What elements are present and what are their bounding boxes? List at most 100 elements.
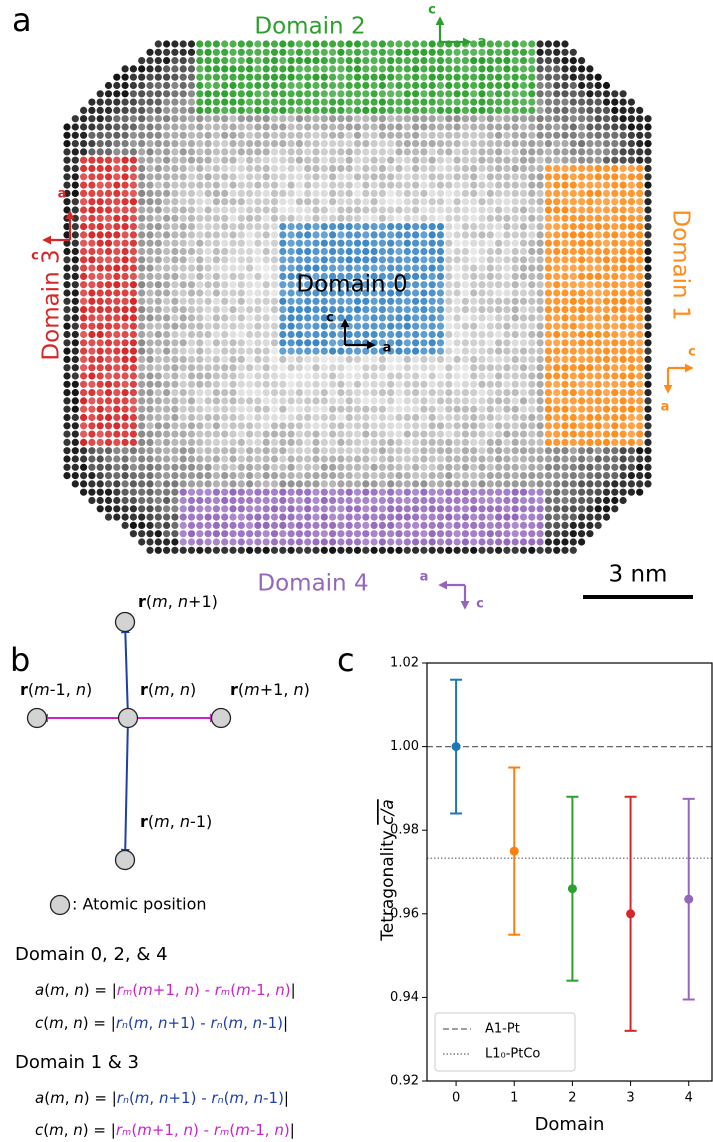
atom	[553, 173, 560, 180]
atom	[371, 547, 378, 554]
atom	[437, 90, 444, 97]
atom	[146, 265, 153, 272]
atom	[229, 538, 236, 545]
atom	[263, 248, 270, 255]
atom	[628, 306, 635, 313]
atom	[420, 323, 427, 330]
atom	[570, 497, 577, 504]
atom	[97, 331, 104, 338]
atom	[553, 364, 560, 371]
atom	[387, 49, 394, 56]
atom	[503, 65, 510, 72]
atom	[263, 99, 270, 106]
atom	[254, 364, 261, 371]
atom	[362, 538, 369, 545]
atom	[595, 497, 602, 504]
atom	[570, 298, 577, 305]
atom	[636, 148, 643, 155]
atom	[246, 99, 253, 106]
atom	[97, 381, 104, 388]
atom	[470, 240, 477, 247]
atom	[205, 298, 212, 305]
atom	[122, 65, 129, 72]
atom	[72, 464, 79, 471]
atom	[130, 115, 137, 122]
atom	[636, 215, 643, 222]
atom	[246, 422, 253, 429]
atom	[570, 505, 577, 512]
atom	[520, 381, 527, 388]
atom	[371, 165, 378, 172]
atom	[155, 74, 162, 81]
atom	[545, 115, 552, 122]
atom	[561, 314, 568, 321]
atom	[503, 447, 510, 454]
atom	[495, 173, 502, 180]
atom	[454, 173, 461, 180]
atom	[246, 530, 253, 537]
atom	[263, 190, 270, 197]
atom	[545, 289, 552, 296]
atom	[528, 372, 535, 379]
atom	[180, 115, 187, 122]
atom	[180, 40, 187, 47]
atom	[263, 198, 270, 205]
atom	[395, 82, 402, 89]
atom	[404, 306, 411, 313]
atom	[213, 248, 220, 255]
atom	[362, 331, 369, 338]
atom	[97, 107, 104, 114]
atom	[412, 123, 419, 130]
atom	[595, 223, 602, 230]
atom	[354, 447, 361, 454]
atom	[163, 157, 170, 164]
atom	[337, 82, 344, 89]
atom	[528, 157, 535, 164]
atom	[387, 198, 394, 205]
atom	[553, 165, 560, 172]
atom	[279, 406, 286, 413]
atom	[487, 406, 494, 413]
atom	[146, 115, 153, 122]
atom	[371, 173, 378, 180]
atom	[487, 298, 494, 305]
atom	[387, 40, 394, 47]
atom	[180, 223, 187, 230]
atom	[478, 198, 485, 205]
atom	[279, 74, 286, 81]
atom	[288, 472, 295, 479]
atom	[271, 439, 278, 446]
atom	[528, 389, 535, 396]
atom	[254, 273, 261, 280]
atom	[105, 248, 112, 255]
atom	[171, 530, 178, 537]
atom	[578, 538, 585, 545]
atom	[362, 198, 369, 205]
atom	[80, 489, 87, 496]
atom	[520, 348, 527, 355]
atom	[437, 455, 444, 462]
atom	[553, 505, 560, 512]
atom	[586, 514, 593, 521]
atom	[229, 455, 236, 462]
atom	[213, 223, 220, 230]
atom	[362, 240, 369, 247]
atom	[553, 547, 560, 554]
atom	[570, 372, 577, 379]
atom	[155, 364, 162, 371]
atom	[205, 115, 212, 122]
atom	[312, 547, 319, 554]
atom	[155, 256, 162, 263]
atom	[279, 90, 286, 97]
atom	[379, 40, 386, 47]
atom	[404, 165, 411, 172]
atom	[644, 157, 651, 164]
atom	[537, 372, 544, 379]
atom	[603, 464, 610, 471]
atom	[561, 90, 568, 97]
atom	[88, 406, 95, 413]
atom	[321, 132, 328, 139]
atom	[130, 148, 137, 155]
atom	[329, 173, 336, 180]
atom	[188, 431, 195, 438]
